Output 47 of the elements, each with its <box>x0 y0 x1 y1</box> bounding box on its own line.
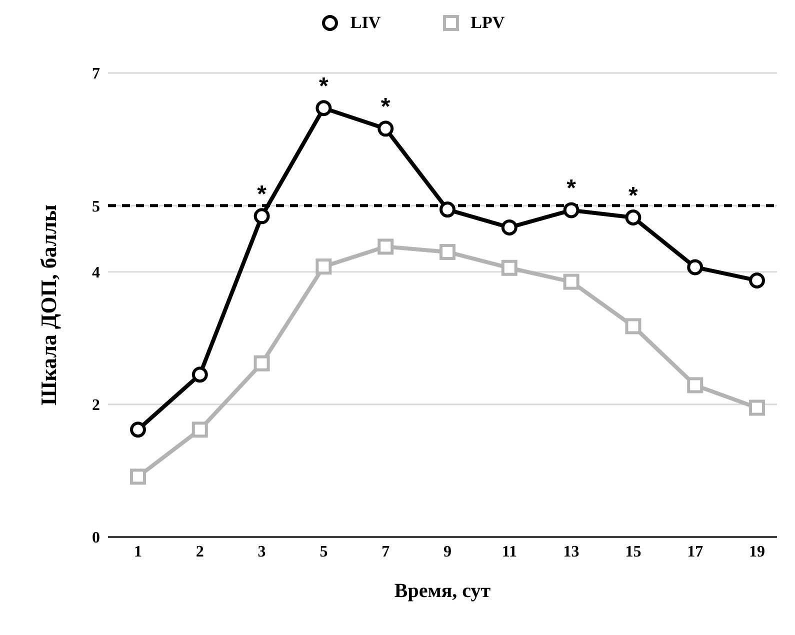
point <box>192 422 208 438</box>
x-tick-label: 17 <box>687 543 704 560</box>
point <box>254 355 270 372</box>
x-axis-title: Время, сут <box>394 580 491 602</box>
annotation: * <box>257 181 268 208</box>
point <box>749 272 765 288</box>
point <box>501 260 518 276</box>
y-tick-label: 4 <box>92 264 100 282</box>
point <box>749 400 765 416</box>
point <box>130 422 146 438</box>
annotation: * <box>319 73 330 100</box>
point <box>316 258 332 275</box>
point <box>440 244 456 260</box>
annotation: * <box>628 182 639 210</box>
annotation: * <box>380 94 391 121</box>
y-tick-label: 2 <box>92 397 100 414</box>
x-tick-label: 15 <box>625 543 642 560</box>
point <box>501 219 518 236</box>
y-axis-title: Шкала ДОП, баллы <box>36 204 61 406</box>
annotation: * <box>566 175 577 202</box>
x-tick-label: 1 <box>134 543 142 560</box>
x-tick-label: 2 <box>196 543 204 560</box>
point <box>687 259 704 276</box>
legend-label: LPV <box>470 13 505 33</box>
point <box>625 318 642 334</box>
x-tick-label: 13 <box>563 543 580 560</box>
point <box>316 100 332 116</box>
x-tick-label: 3 <box>258 543 266 560</box>
point <box>625 210 642 226</box>
y-tick-label: 0 <box>92 530 100 547</box>
legend-label: LIV <box>349 13 381 33</box>
y-tick-label: 7 <box>92 66 100 83</box>
point <box>563 202 580 218</box>
x-tick-label: 9 <box>444 543 452 560</box>
point <box>192 366 208 383</box>
point <box>254 208 270 224</box>
point <box>563 274 580 290</box>
point <box>378 120 394 137</box>
x-tick-label: 19 <box>749 543 765 560</box>
x-tick-label: 11 <box>502 543 517 560</box>
point <box>378 238 394 255</box>
point <box>440 202 456 218</box>
point <box>687 377 704 394</box>
point <box>130 468 146 485</box>
y-tick-label: 5 <box>92 198 100 216</box>
x-tick-label: 5 <box>320 543 328 560</box>
x-tick-label: 7 <box>382 543 390 560</box>
